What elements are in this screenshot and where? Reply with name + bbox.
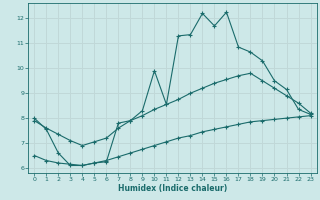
X-axis label: Humidex (Indice chaleur): Humidex (Indice chaleur) xyxy=(118,184,227,193)
